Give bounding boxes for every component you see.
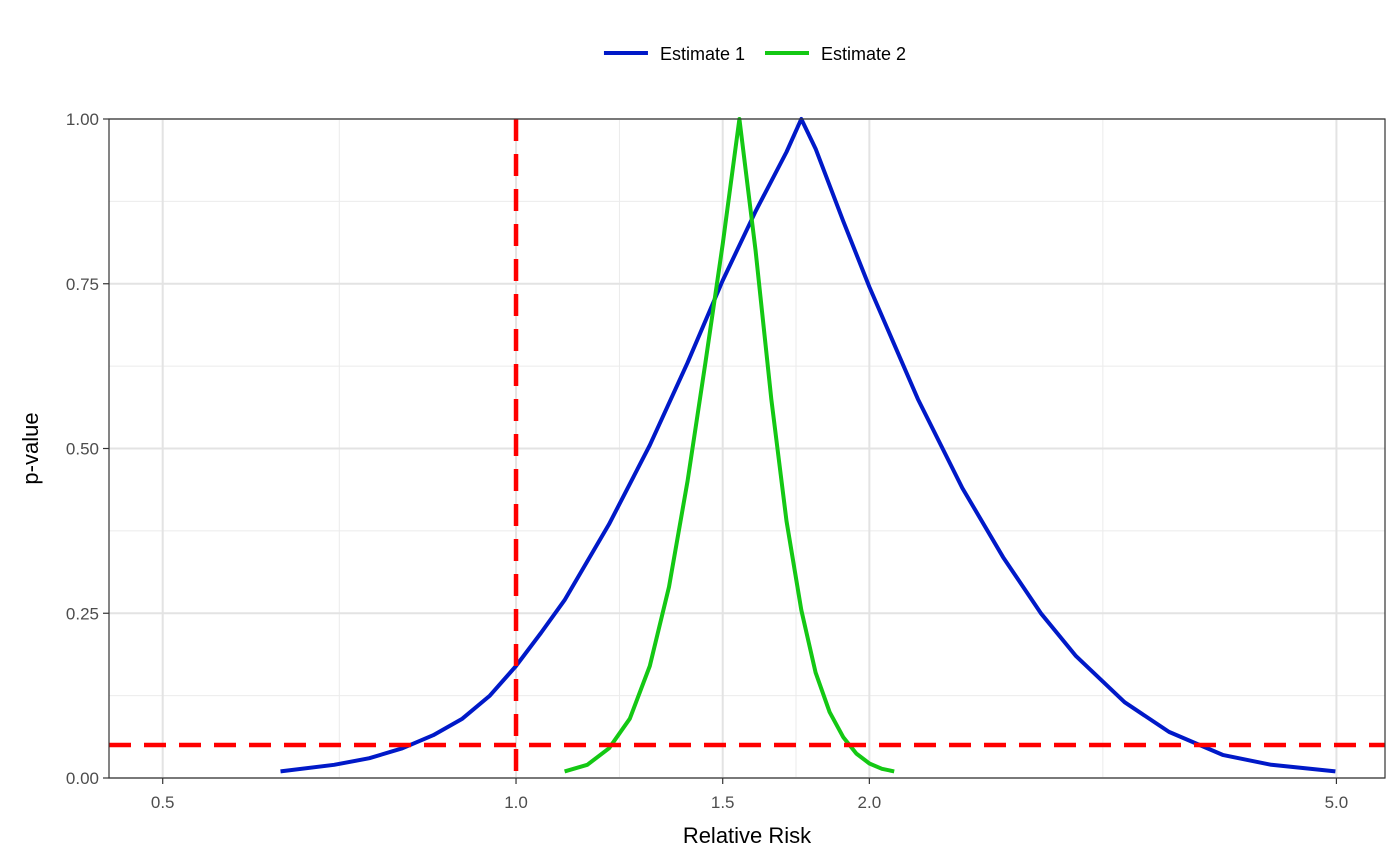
y-axis: 0.00 0.25 0.50 0.75 1.00	[66, 110, 109, 788]
x-tick-label: 1.0	[504, 793, 528, 812]
series-lines	[280, 117, 1336, 774]
y-tick-label: 1.00	[66, 110, 99, 129]
y-tick-label: 0.00	[66, 769, 99, 788]
x-axis: 0.5 1.0 1.5 2.0 5.0	[151, 778, 1348, 812]
y-tick-label: 0.50	[66, 440, 99, 459]
series-line-estimate-1	[280, 117, 1336, 774]
y-axis-title: p-value	[18, 412, 43, 484]
y-tick-label: 0.25	[66, 604, 99, 623]
reference-lines	[109, 119, 1385, 778]
y-tick-label: 0.75	[66, 275, 99, 294]
x-tick-label: 0.5	[151, 793, 175, 812]
x-tick-label: 2.0	[858, 793, 882, 812]
legend-label: Estimate 1	[660, 44, 745, 64]
series-line-estimate-2	[564, 117, 895, 774]
x-tick-label: 5.0	[1325, 793, 1349, 812]
legend: Estimate 1 Estimate 2	[603, 44, 906, 64]
x-tick-label: 1.5	[711, 793, 735, 812]
x-axis-title: Relative Risk	[683, 823, 812, 848]
legend-label: Estimate 2	[821, 44, 906, 64]
plot-panel	[108, 117, 1386, 779]
